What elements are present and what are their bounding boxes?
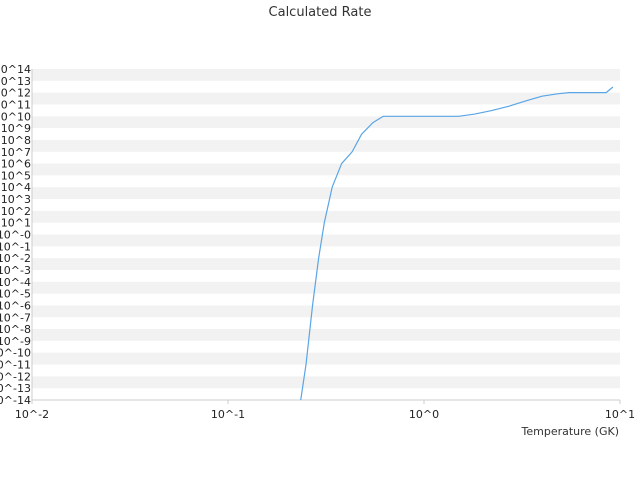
grid-band: [32, 352, 620, 365]
grid-band: [32, 163, 620, 176]
y-tick-label: 10^-14: [0, 394, 31, 407]
grid-band: [32, 69, 620, 81]
y-tick-label: 10^-2: [0, 252, 31, 265]
y-tick-label: 10^-3: [0, 264, 31, 277]
rate-series-line: [300, 86, 614, 401]
y-tick-label: 10^-11: [0, 359, 31, 372]
grid-band: [32, 329, 620, 341]
y-tick-label: 10^9: [1, 122, 31, 135]
grid-band: [32, 116, 620, 129]
grid-band: [32, 234, 620, 247]
grid-band: [32, 281, 620, 294]
y-tick-label: 10^14: [0, 63, 31, 76]
y-tick-label: 10^8: [1, 134, 31, 147]
y-tick-label: 10^6: [1, 158, 31, 171]
y-tick-label: 10^-1: [0, 240, 31, 253]
grid-band: [32, 139, 620, 152]
y-tick-label: 10^2: [1, 205, 31, 218]
y-tick-label: 10^-5: [0, 288, 31, 301]
x-tick-label: 10^1: [605, 408, 635, 421]
y-tick-label: 10^3: [1, 193, 31, 206]
y-tick-labels: 10^-1410^-1310^-1210^-1110^-1010^-910^-8…: [0, 63, 31, 407]
y-tick-label: 10^-4: [0, 276, 31, 289]
chart-title: Calculated Rate: [269, 5, 372, 20]
y-tick-label: 10^-7: [0, 311, 31, 324]
y-tick-label: 10^-12: [0, 370, 31, 383]
y-tick-label: 10^10: [0, 110, 31, 123]
y-tick-label: 10^7: [1, 146, 31, 159]
grid-band: [32, 258, 620, 270]
y-tick-label: 10^-13: [0, 382, 31, 395]
y-tick-label: 10^4: [1, 181, 31, 194]
y-tick-label: 10^13: [0, 75, 31, 88]
grid-band: [32, 305, 620, 318]
y-tick-label: 10^12: [0, 87, 31, 100]
y-tick-label: 10^-0: [0, 229, 31, 242]
x-tick-labels: 10^-2 10^-1 10^0 10^1: [15, 400, 635, 421]
x-tick-label: 10^-2: [15, 408, 49, 421]
series-group: [300, 86, 614, 401]
y-tick-label: 10^-6: [0, 299, 31, 312]
grid-band: [32, 92, 620, 105]
y-tick-label: 10^11: [0, 98, 31, 111]
y-tick-label: 10^-9: [0, 335, 31, 348]
x-axis-label: Temperature (GK): [521, 425, 620, 438]
x-tick-label: 10^-1: [211, 408, 245, 421]
y-tick-label: 10^5: [1, 169, 31, 182]
y-tick-label: 10^1: [1, 217, 31, 230]
grid-band: [32, 187, 620, 200]
axes: [31, 69, 620, 401]
x-tick-label: 10^0: [409, 408, 439, 421]
y-tick-label: 10^-8: [0, 323, 31, 336]
grid-bands: [32, 69, 620, 389]
grid-band: [32, 376, 620, 389]
y-tick-label: 10^-10: [0, 347, 31, 360]
